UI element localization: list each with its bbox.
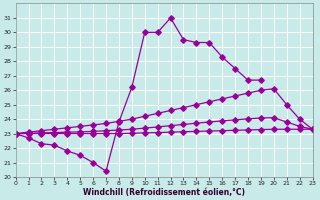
- X-axis label: Windchill (Refroidissement éolien,°C): Windchill (Refroidissement éolien,°C): [83, 188, 245, 197]
